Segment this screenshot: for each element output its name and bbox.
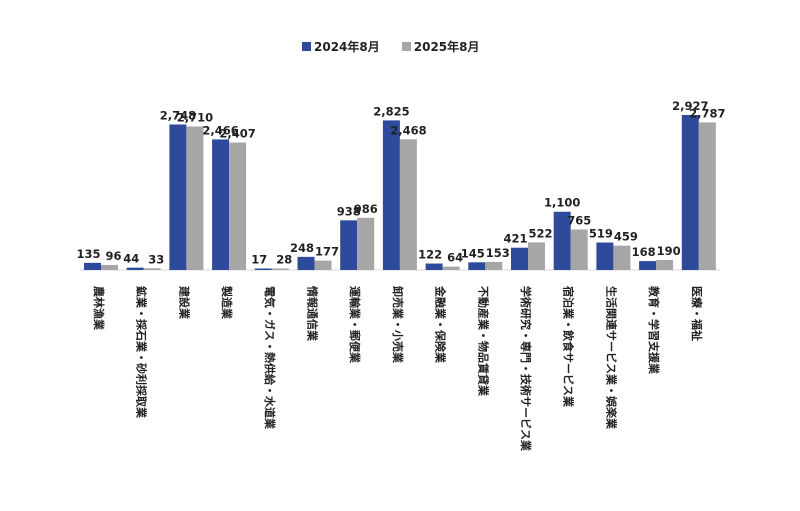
bar-2024-5 [297, 256, 315, 270]
legend-swatch-2024 [302, 42, 311, 51]
bar-2024-10 [511, 247, 528, 270]
category-label-8: 金融業・保険業 [434, 285, 448, 364]
bar-2024-8 [425, 263, 443, 270]
bar-2025-7 [399, 139, 417, 270]
category-label-9: 不動産業・物品賃貸業 [476, 286, 490, 397]
bar-2025-4 [271, 268, 289, 270]
category-label-11: 宿泊業・飲食サービス業 [562, 286, 576, 408]
bar-2025-12 [613, 245, 631, 270]
category-label-5: 情報通信業 [306, 286, 320, 342]
data-label-2024-9: 145 [461, 246, 485, 260]
legend-label-2024: 2024年8月 [314, 40, 380, 54]
category-label-2: 建設業 [177, 286, 191, 320]
bar-2025-14 [698, 122, 716, 271]
data-label-2024-8: 122 [418, 248, 442, 262]
data-label-2024-6: 938 [337, 204, 361, 218]
data-label-2024-5: 248 [290, 241, 314, 255]
data-label-2025-9: 153 [486, 246, 510, 260]
data-label-2024-11: 1,100 [544, 196, 580, 210]
category-label-6: 運輸業・郵便業 [348, 286, 362, 364]
data-label-2024-14: 2,927 [672, 99, 708, 113]
data-label-2025-7: 2,468 [390, 123, 426, 137]
bar-2025-10 [528, 242, 545, 270]
bar-2024-0 [84, 262, 101, 270]
data-label-2025-13: 190 [657, 244, 681, 258]
bar-2024-14 [681, 115, 699, 270]
bar-2025-5 [314, 260, 332, 270]
data-label-2025-11: 765 [567, 213, 591, 227]
bar-2024-13 [639, 261, 657, 270]
data-label-2025-5: 177 [315, 245, 339, 259]
legend-label-2025: 2025年8月 [413, 40, 480, 54]
bar-2024-2 [169, 124, 187, 270]
data-label-2025-12: 459 [614, 230, 638, 244]
category-label-7: 卸売業・小売業 [391, 286, 405, 364]
data-label-2025-8: 64 [447, 251, 463, 265]
bar-2024-7 [382, 120, 400, 271]
data-label-2024-1: 44 [123, 252, 139, 266]
bar-2024-6 [340, 220, 358, 270]
bar-2025-3 [229, 142, 247, 270]
bar-2024-11 [553, 211, 571, 270]
category-label-3: 製造業 [220, 285, 234, 320]
category-label-10: 学術研究・専門・技術サービス業 [519, 286, 533, 452]
data-label-2025-2: 2,710 [177, 110, 213, 124]
data-label-2024-10: 421 [503, 232, 527, 246]
data-label-2025-1: 33 [148, 252, 164, 266]
legend-item-2024: 2024年8月 [302, 38, 380, 55]
bar-2024-3 [212, 139, 230, 270]
data-label-2025-6: 986 [354, 202, 378, 216]
data-label-2024-0: 135 [76, 247, 100, 261]
data-label-2024-4: 17 [251, 253, 267, 267]
bar-2024-1 [126, 267, 144, 270]
category-label-0: 農林漁業 [92, 286, 106, 331]
category-label-12: 生活関連サービス業・娯楽業 [604, 286, 618, 430]
data-label-2025-4: 28 [276, 253, 292, 267]
bar-2025-0 [101, 264, 118, 270]
data-label-2025-0: 96 [105, 249, 121, 263]
bar-2024-4 [254, 268, 272, 270]
data-label-2024-7: 2,825 [373, 104, 409, 118]
data-label-2024-13: 168 [632, 245, 656, 259]
category-label-1: 鉱業・採石業・砂利採取業 [135, 286, 149, 419]
category-label-14: 医療・福祉 [690, 286, 704, 341]
bar-2024-9 [468, 262, 486, 270]
category-label-4: 電気・ガス・熱供給・水道業 [263, 286, 277, 430]
legend-item-2025: 2025年8月 [401, 38, 480, 55]
bar-2025-9 [485, 261, 503, 270]
bar-2025-1 [143, 268, 161, 270]
bar-2025-11 [570, 229, 588, 270]
bar-2025-8 [442, 266, 460, 270]
bar-2025-13 [656, 259, 674, 270]
bar-2025-6 [357, 217, 375, 270]
legend-swatch-2025 [401, 42, 411, 51]
data-label-2024-3: 2,466 [202, 123, 238, 137]
data-label-2025-10: 522 [528, 226, 552, 240]
bar-2024-12 [596, 242, 614, 270]
data-label-2025-3: 2,407 [219, 127, 255, 141]
data-label-2024-2: 2,748 [160, 108, 196, 122]
category-label-13: 教育・学習支援業 [647, 285, 661, 375]
data-label-2024-12: 519 [589, 227, 613, 241]
bar-2025-2 [186, 126, 204, 270]
legend: 2024年8月 2025年8月 [302, 38, 480, 55]
data-label-2025-14: 2,787 [689, 106, 725, 120]
